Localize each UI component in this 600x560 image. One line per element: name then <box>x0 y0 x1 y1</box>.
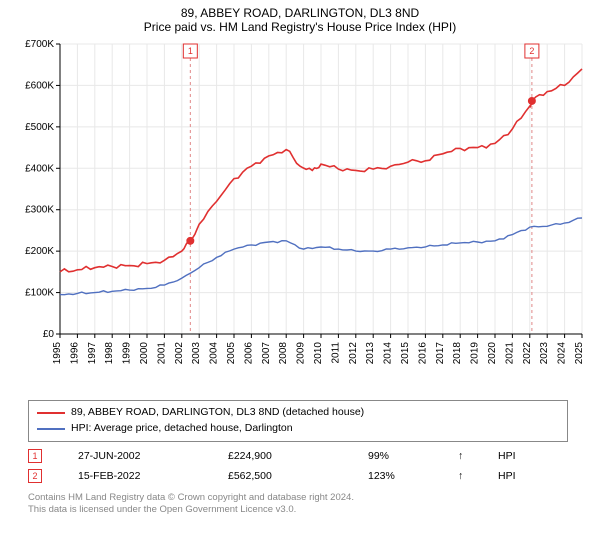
y-tick-label: £700K <box>25 39 54 50</box>
sale-row-arrow: ↑ <box>458 470 478 482</box>
x-tick-label: 2023 <box>539 342 550 365</box>
chart-title-block: 89, ABBEY ROAD, DARLINGTON, DL3 8ND Pric… <box>0 0 600 34</box>
y-tick-label: £300K <box>25 205 54 216</box>
sale-row-marker: 2 <box>28 469 42 483</box>
legend-swatch <box>37 428 65 430</box>
x-tick-label: 1995 <box>52 342 63 365</box>
x-tick-label: 1999 <box>122 342 133 365</box>
line-chart: £0 £100K £200K £300K £400K £500K £600K £700K 199… <box>10 34 590 394</box>
title-line-1: 89, ABBEY ROAD, DARLINGTON, DL3 8ND <box>0 6 600 20</box>
x-tick-label: 2010 <box>313 342 324 365</box>
legend-label: HPI: Average price, detached house, Darl… <box>71 421 293 437</box>
x-tick-label: 2022 <box>522 342 533 365</box>
x-tick-label: 2001 <box>156 342 167 365</box>
sale-row-suffix: HPI <box>498 450 538 462</box>
x-tick-label: 2025 <box>574 342 585 365</box>
sale-row: 1 27-JUN-2002 £224,900 99% ↑ HPI <box>28 446 590 466</box>
x-tick-label: 2018 <box>452 342 463 365</box>
x-tick-label: 2003 <box>191 342 202 365</box>
sales-table: 1 27-JUN-2002 £224,900 99% ↑ HPI 2 15-FEB-2022 £… <box>28 446 590 486</box>
x-tick-label: 2009 <box>296 342 307 365</box>
x-tick-label: 2024 <box>557 342 568 365</box>
legend-row: HPI: Average price, detached house, Darl… <box>37 421 559 437</box>
x-tick-label: 2016 <box>417 342 428 365</box>
y-tick-label: £200K <box>25 246 54 257</box>
x-tick-label: 2021 <box>504 342 515 365</box>
y-tick-label: £500K <box>25 122 54 133</box>
y-tick-label: £100K <box>25 288 54 299</box>
sale-marker-dot <box>186 237 194 245</box>
x-tick-label: 2020 <box>487 342 498 365</box>
legend: 89, ABBEY ROAD, DARLINGTON, DL3 8ND (det… <box>28 400 568 442</box>
x-tick-label: 1997 <box>87 342 98 365</box>
y-tick-label: £600K <box>25 80 54 91</box>
footer-line-1: Contains HM Land Registry data © Crown c… <box>28 492 590 504</box>
sale-row-pct: 123% <box>368 470 438 482</box>
sale-row-date: 27-JUN-2002 <box>78 450 208 462</box>
sale-marker-dot <box>528 97 536 105</box>
sale-row-marker-cell: 1 <box>28 449 58 463</box>
sale-row: 2 15-FEB-2022 £562,500 123% ↑ HPI <box>28 466 590 486</box>
x-tick-label: 2015 <box>400 342 411 365</box>
footer-attribution: Contains HM Land Registry data © Crown c… <box>28 492 590 517</box>
x-tick-label: 2012 <box>348 342 359 365</box>
legend-swatch <box>37 412 65 414</box>
x-tick-label: 2019 <box>470 342 481 365</box>
y-tick-label: £400K <box>25 163 54 174</box>
sale-row-date: 15-FEB-2022 <box>78 470 208 482</box>
x-tick-label: 2005 <box>226 342 237 365</box>
x-tick-label: 2014 <box>383 342 394 365</box>
sale-row-suffix: HPI <box>498 470 538 482</box>
sale-row-price: £562,500 <box>228 470 348 482</box>
sale-row-price: £224,900 <box>228 450 348 462</box>
chart-container: £0 £100K £200K £300K £400K £500K £600K £700K 199… <box>10 34 590 394</box>
title-line-2: Price paid vs. HM Land Registry's House … <box>0 20 600 34</box>
x-tick-label: 1998 <box>104 342 115 365</box>
sale-row-marker-cell: 2 <box>28 469 58 483</box>
x-tick-label: 2002 <box>174 342 185 365</box>
x-tick-label: 2008 <box>278 342 289 365</box>
x-tick-label: 2006 <box>243 342 254 365</box>
x-tick-label: 1996 <box>69 342 80 365</box>
sale-row-marker: 1 <box>28 449 42 463</box>
legend-label: 89, ABBEY ROAD, DARLINGTON, DL3 8ND (det… <box>71 405 364 421</box>
x-tick-label: 2013 <box>365 342 376 365</box>
sale-row-pct: 99% <box>368 450 438 462</box>
x-tick-label: 2000 <box>139 342 150 365</box>
x-tick-label: 2004 <box>209 342 220 365</box>
sale-marker-number: 1 <box>188 46 193 56</box>
legend-row: 89, ABBEY ROAD, DARLINGTON, DL3 8ND (det… <box>37 405 559 421</box>
sale-marker-number: 2 <box>529 46 534 56</box>
footer-line-2: This data is licensed under the Open Gov… <box>28 504 590 516</box>
y-tick-label: £0 <box>43 329 55 340</box>
sale-row-arrow: ↑ <box>458 450 478 462</box>
x-tick-label: 2011 <box>330 342 341 364</box>
x-tick-label: 2007 <box>261 342 272 365</box>
x-tick-label: 2017 <box>435 342 446 365</box>
